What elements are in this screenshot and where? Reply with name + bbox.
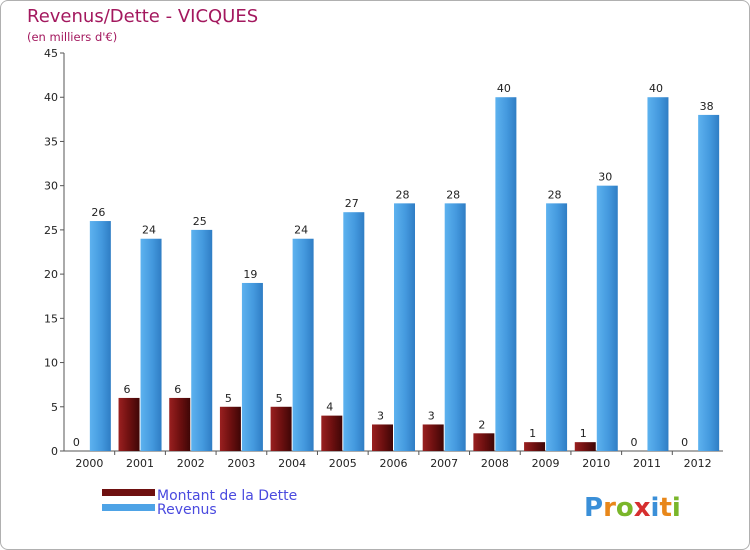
legend-label-debt: Montant de la Dette xyxy=(157,488,297,504)
chart-title: Revenus/Dette - VICQUES xyxy=(27,6,258,27)
x-tick-label: 2009 xyxy=(532,457,560,470)
legend-swatch-debt xyxy=(102,489,155,496)
bar-debt xyxy=(321,415,343,451)
legend-swatch-revenue xyxy=(102,504,155,511)
x-tick-label: 2001 xyxy=(126,457,154,470)
y-tick-label: 45 xyxy=(44,47,58,60)
chart-subtitle: (en milliers d'€) xyxy=(27,30,117,44)
bar-debt xyxy=(270,406,292,451)
legend: Montant de la Dette Revenus xyxy=(102,488,297,518)
bar-revenue xyxy=(343,212,365,451)
bar-revenue-value-label: 24 xyxy=(294,224,308,237)
bar-revenue-value-label: 30 xyxy=(598,171,612,184)
bar-revenue-value-label: 27 xyxy=(345,197,359,210)
x-tick-label: 2007 xyxy=(430,457,458,470)
bar-debt-value-label: 5 xyxy=(225,392,232,405)
bar-debt-value-label: 6 xyxy=(174,383,181,396)
x-tick-label: 2004 xyxy=(278,457,306,470)
bar-debt xyxy=(219,406,241,451)
bar-revenue xyxy=(89,221,111,451)
bar-revenue-value-label: 28 xyxy=(548,188,562,201)
y-tick-label: 30 xyxy=(44,180,58,193)
bar-debt xyxy=(574,442,596,451)
bar-debt-value-label: 0 xyxy=(630,436,637,449)
bar-revenue xyxy=(546,203,568,451)
x-tick-label: 2005 xyxy=(329,457,357,470)
x-tick-label: 2012 xyxy=(684,457,712,470)
bar-revenue xyxy=(596,185,618,451)
bar-debt xyxy=(473,433,495,451)
x-tick-label: 2006 xyxy=(380,457,408,470)
bar-debt-value-label: 2 xyxy=(478,418,485,431)
y-tick-label: 10 xyxy=(44,357,58,370)
bar-debt-value-label: 3 xyxy=(377,409,384,422)
bar-revenue xyxy=(140,238,162,451)
x-tick-label: 2003 xyxy=(227,457,255,470)
x-tick-label: 2000 xyxy=(75,457,103,470)
bar-debt-value-label: 0 xyxy=(681,436,688,449)
x-tick-label: 2002 xyxy=(177,457,205,470)
bar-revenue-value-label: 26 xyxy=(91,206,105,219)
bar-debt xyxy=(169,397,191,451)
bar-debt xyxy=(422,424,444,451)
y-tick-label: 20 xyxy=(44,268,58,281)
proxiti-logo: Proxiti xyxy=(584,493,681,523)
bar-revenue xyxy=(647,97,669,451)
bars xyxy=(89,97,720,452)
bar-revenue-value-label: 19 xyxy=(243,268,257,281)
y-tick-label: 35 xyxy=(44,135,58,148)
bar-revenue-value-label: 40 xyxy=(649,82,663,95)
bar-debt xyxy=(524,442,546,451)
y-tick-label: 25 xyxy=(44,224,58,237)
bar-revenue xyxy=(394,203,415,451)
bar-revenue-value-label: 28 xyxy=(446,188,460,201)
bar-debt-value-label: 3 xyxy=(428,409,435,422)
bar-revenue-value-label: 28 xyxy=(396,188,410,201)
bar-debt-value-label: 5 xyxy=(276,392,283,405)
bar-debt xyxy=(118,397,140,451)
bar-revenue xyxy=(191,229,213,451)
bar-debt-value-label: 6 xyxy=(124,383,131,396)
y-tick-label: 5 xyxy=(51,401,58,414)
y-tick-label: 40 xyxy=(44,91,58,104)
x-tick-label: 2010 xyxy=(582,457,610,470)
bar-revenue xyxy=(241,282,263,451)
bar-debt-value-label: 0 xyxy=(73,436,80,449)
y-tick-label: 0 xyxy=(51,445,58,458)
bar-revenue xyxy=(698,114,720,452)
bar-revenue-value-label: 40 xyxy=(497,82,511,95)
bar-revenue xyxy=(495,97,517,451)
legend-label-revenue: Revenus xyxy=(157,502,217,518)
logo-text: Proxiti xyxy=(584,493,681,523)
value-labels: 0 26 6 24 6 25 5 19 5 24 4 27 3 28 3 28 2 40 1 28 1 30 0 40 0 38 xyxy=(73,82,714,449)
bar-revenue-value-label: 38 xyxy=(700,100,714,113)
bar-revenue-value-label: 25 xyxy=(193,215,207,228)
bar-revenue-value-label: 24 xyxy=(142,224,156,237)
x-tick-label: 2011 xyxy=(633,457,661,470)
bar-debt xyxy=(372,424,393,451)
x-tick-label: 2008 xyxy=(481,457,509,470)
y-tick-label: 15 xyxy=(44,312,58,325)
bar-revenue xyxy=(292,238,314,451)
bar-revenue xyxy=(444,203,466,451)
bar-debt-value-label: 1 xyxy=(529,427,536,440)
bar-debt-value-label: 4 xyxy=(326,401,333,414)
bar-debt-value-label: 1 xyxy=(580,427,587,440)
